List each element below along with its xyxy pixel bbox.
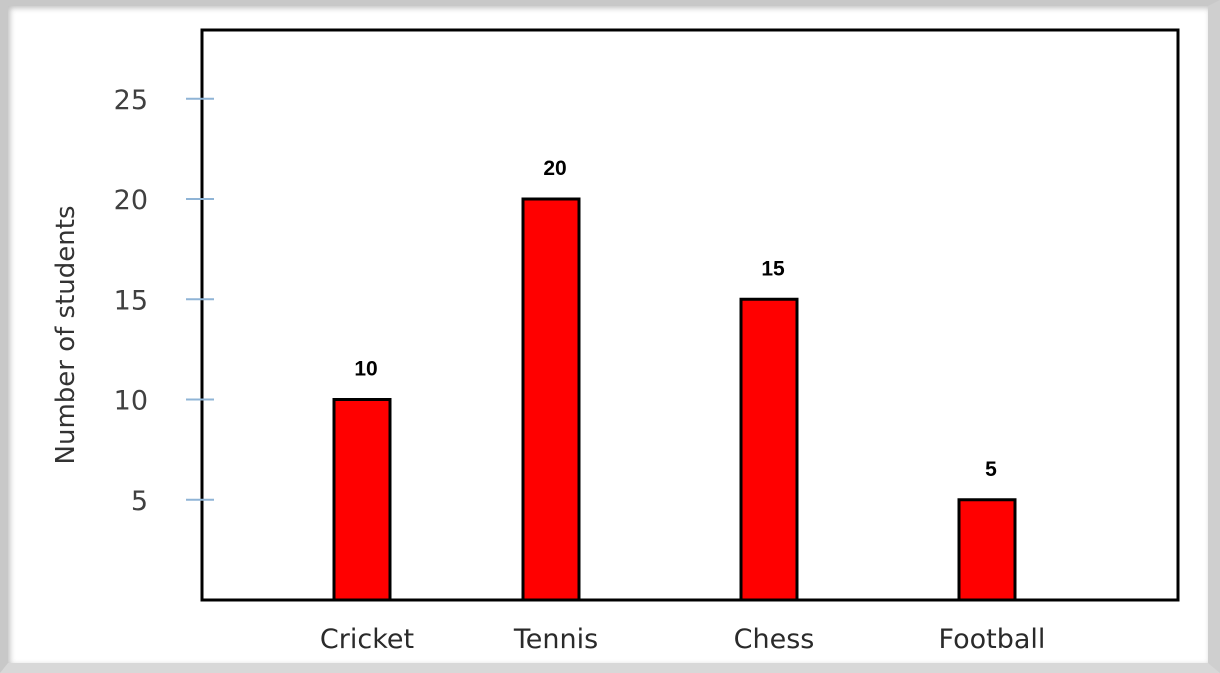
data-label-chess: 15 <box>761 257 785 280</box>
bar-chess <box>739 297 799 602</box>
x-tick-label-tennis: Tennis <box>513 624 598 655</box>
plot-border <box>200 28 1180 602</box>
x-tick-label-cricket: Cricket <box>320 624 414 655</box>
data-labels: 10 20 15 5 <box>354 157 997 481</box>
y-tick-label: 5 <box>131 486 148 517</box>
y-tick-label: 25 <box>114 85 148 116</box>
y-axis: 5 10 15 20 25 <box>114 85 214 517</box>
y-tick-label: 20 <box>114 185 148 216</box>
y-tick-label: 10 <box>114 386 148 417</box>
bars <box>332 197 1017 602</box>
y-tick-label: 15 <box>114 285 148 316</box>
data-label-tennis: 20 <box>543 157 566 180</box>
y-axis-label: Number of students <box>51 206 81 465</box>
x-tick-label-chess: Chess <box>734 624 815 655</box>
data-label-football: 5 <box>985 458 997 481</box>
x-axis: Cricket Tennis Chess Football <box>320 624 1046 655</box>
bar-tennis <box>521 197 581 602</box>
bar-cricket <box>332 398 392 602</box>
data-label-cricket: 10 <box>354 358 377 381</box>
plot-area <box>200 28 1180 602</box>
x-tick-label-football: Football <box>939 624 1046 655</box>
bar-football <box>957 498 1017 602</box>
